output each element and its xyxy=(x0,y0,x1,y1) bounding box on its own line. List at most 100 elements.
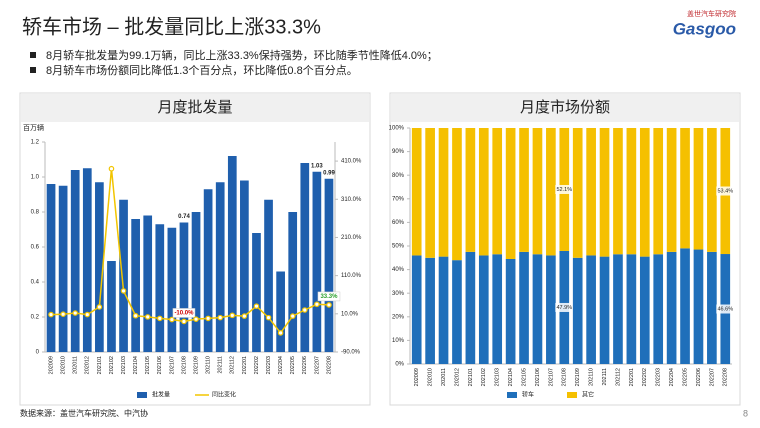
bullet: 8月轿车批发量为99.1万辆，同比上涨33.3%保持强势，环比随季节性降低4.0… xyxy=(46,48,438,62)
line-point xyxy=(277,330,284,336)
chart-title: 月度批发量 xyxy=(157,99,232,116)
x-tick-label: 202112 xyxy=(615,368,621,386)
data-label: 0.99 xyxy=(323,170,335,176)
line-point xyxy=(108,165,115,172)
x-tick-label: 202205 xyxy=(682,368,688,386)
bar-segment xyxy=(653,128,664,255)
x-tick-label: 202101 xyxy=(468,368,474,386)
y-tick-label: 40% xyxy=(392,267,405,273)
bar-segment xyxy=(639,128,650,257)
y2-tick-label: 210.0% xyxy=(341,235,362,241)
y-tick-label: 0.4 xyxy=(31,280,40,286)
line-point xyxy=(289,313,296,319)
x-tick-label: 202112 xyxy=(230,356,236,374)
line-point xyxy=(48,311,54,318)
x-tick-label: 202203 xyxy=(656,368,662,386)
data-label: 46.6% xyxy=(717,306,733,312)
x-tick-label: 202208 xyxy=(326,356,332,374)
y-tick-label: 1.2 xyxy=(31,140,40,146)
y-tick-label: 0.8 xyxy=(31,210,40,216)
line-point xyxy=(265,314,272,321)
bar-segment xyxy=(505,258,516,364)
bar-segment xyxy=(613,254,623,364)
y-tick-label: 100% xyxy=(389,126,405,132)
line-point xyxy=(326,302,332,308)
data-label: 47.9% xyxy=(556,305,572,311)
x-tick-label: 202201 xyxy=(242,356,248,374)
line-point xyxy=(96,304,103,310)
bar-segment xyxy=(465,128,476,252)
x-tick-label: 202103 xyxy=(495,368,501,386)
chart-title: 月度市场份额 xyxy=(520,99,610,116)
bar-segment xyxy=(707,251,717,364)
y-tick-label: 80% xyxy=(392,173,405,179)
bar-segment xyxy=(478,255,489,364)
x-tick-label: 202207 xyxy=(709,368,715,386)
x-tick-label: 202111 xyxy=(602,368,608,386)
x-tick-label: 202105 xyxy=(145,356,151,374)
bar-segment xyxy=(532,128,543,255)
bar xyxy=(312,171,322,352)
line-point xyxy=(229,312,236,319)
bar xyxy=(58,185,68,352)
y-tick-label: 0 xyxy=(36,350,40,356)
line-point xyxy=(193,316,199,322)
x-tick-label: 202011 xyxy=(441,368,447,386)
x-tick-label: 202104 xyxy=(508,368,514,386)
slide-title: 轿车市场 – 批发量同比上涨33.3% xyxy=(22,15,321,38)
x-tick-label: 202204 xyxy=(669,368,675,386)
line-point xyxy=(205,315,211,322)
bar-segment xyxy=(680,128,690,249)
y-tick-label: 60% xyxy=(392,220,405,226)
x-tick-label: 202202 xyxy=(642,368,648,386)
x-tick-label: 202107 xyxy=(169,356,175,374)
bar-segment xyxy=(666,251,677,364)
bar xyxy=(300,163,310,352)
bar-segment xyxy=(519,251,529,364)
line-point xyxy=(181,318,187,325)
x-tick-label: 202106 xyxy=(157,356,163,374)
bar xyxy=(70,170,80,352)
logo-en: Gasgoo xyxy=(673,19,736,38)
y-tick-label: 0% xyxy=(395,362,404,368)
bar-segment xyxy=(492,254,503,364)
bar xyxy=(215,182,225,352)
bar-segment xyxy=(586,255,596,364)
label-box xyxy=(716,304,735,314)
bar xyxy=(264,199,273,352)
data-label: 53.4% xyxy=(717,188,733,194)
bar-segment xyxy=(680,248,690,364)
x-tick-label: 202012 xyxy=(454,368,460,386)
y-tick-label: 20% xyxy=(392,314,405,320)
bullet: 8月轿车市场份额同比降低1.3个百分点，环比降低0.8个百分点。 xyxy=(46,63,358,77)
line-point xyxy=(60,311,66,318)
data-label: 33.3% xyxy=(320,294,338,300)
bar-segment xyxy=(452,128,462,261)
label-box xyxy=(317,291,341,302)
bar-segment xyxy=(707,128,717,252)
bar-segment xyxy=(599,256,610,364)
line-point xyxy=(169,316,175,323)
x-tick-label: 202202 xyxy=(254,356,260,374)
y-tick-label: 90% xyxy=(392,149,405,155)
x-tick-label: 202105 xyxy=(521,368,527,386)
x-tick-label: 202110 xyxy=(206,356,212,374)
bar xyxy=(107,261,116,352)
bar xyxy=(179,222,189,352)
line-point xyxy=(156,315,163,322)
bar xyxy=(288,212,298,352)
bar xyxy=(227,156,237,352)
legend-label: 其它 xyxy=(582,391,594,399)
bullet-marker xyxy=(30,52,36,58)
legend-swatch xyxy=(567,392,577,398)
x-tick-label: 202101 xyxy=(97,356,103,374)
line-point xyxy=(253,303,260,309)
y-tick-label: 0.2 xyxy=(31,315,40,321)
y2-tick-label: -90.0% xyxy=(341,350,361,356)
x-tick-label: 202107 xyxy=(548,368,554,386)
x-tick-label: 202012 xyxy=(85,356,91,374)
bar-segment xyxy=(478,128,489,256)
bar xyxy=(203,189,213,352)
x-tick-label: 202106 xyxy=(535,368,541,386)
data-label: -10.0% xyxy=(174,311,194,317)
